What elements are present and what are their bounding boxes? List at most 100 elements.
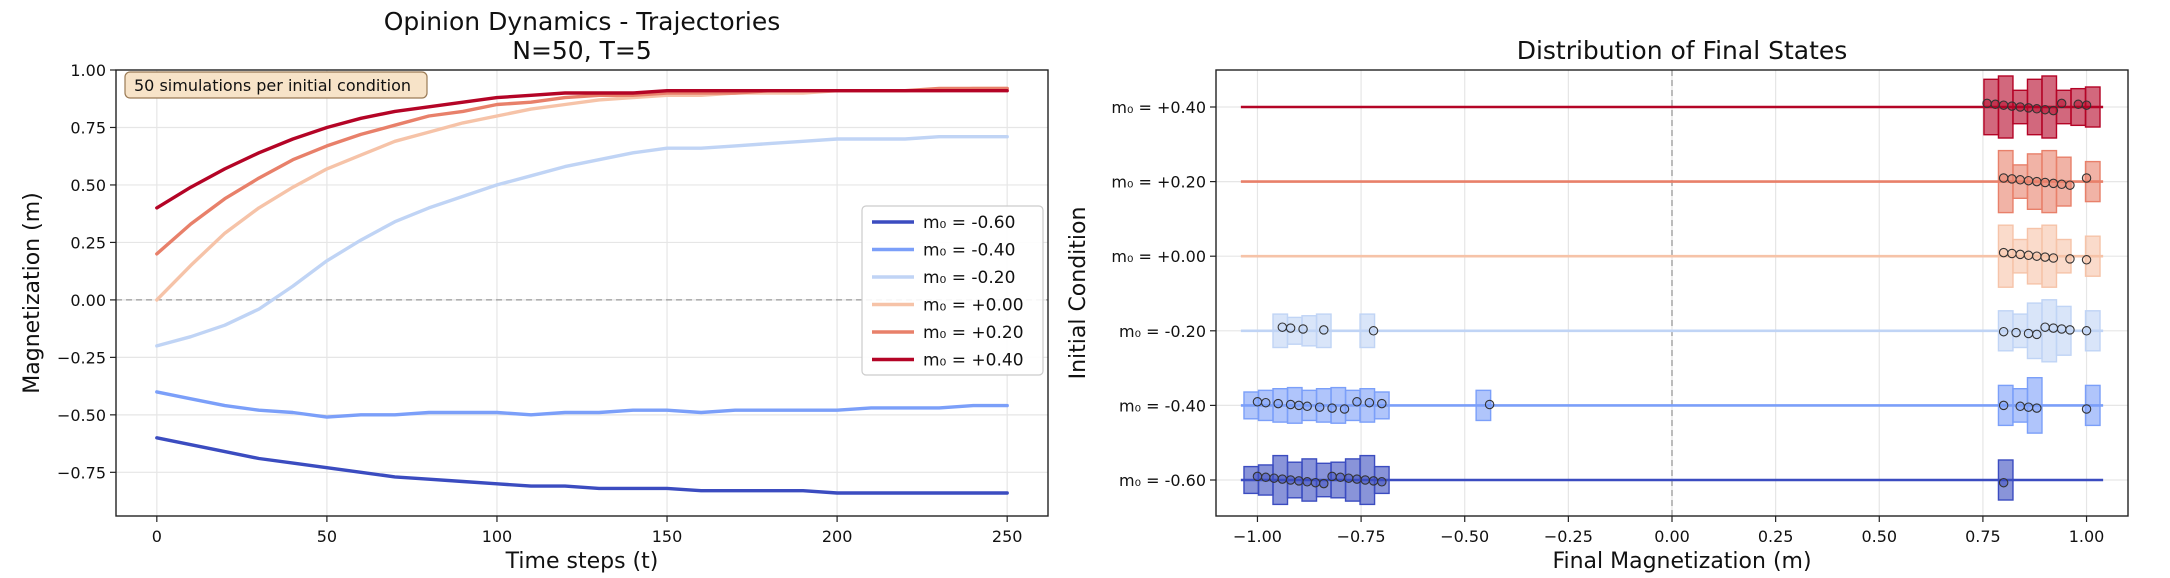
right-grid [1216, 70, 2128, 516]
row-point-2 [2065, 254, 2075, 264]
left-y-tick-label: 0.25 [70, 233, 106, 252]
series-line-1 [155, 390, 1009, 419]
right-y-axis-label: Initial Condition [1066, 207, 1091, 380]
row-point-5 [1285, 475, 1296, 485]
series-line-5 [155, 88, 1009, 210]
row-point-4 [1302, 401, 1312, 412]
row-point-5 [1327, 471, 1337, 482]
left-y-axis-label: Magnetization (m) [20, 192, 45, 393]
row-point-4 [1484, 399, 1495, 410]
row-point-3 [1368, 326, 1379, 336]
row-point-3 [2048, 323, 2059, 333]
row-point-2 [2081, 255, 2092, 265]
row-point-3 [2023, 328, 2034, 339]
row-point-1 [2015, 175, 2025, 185]
row-point-1 [2032, 176, 2042, 187]
left-y-tick-label: −0.50 [57, 406, 106, 425]
left-axes-frame [115, 69, 1049, 517]
row-point-2 [2040, 252, 2050, 262]
row-point-4 [1273, 398, 1283, 409]
row-point-5 [1368, 476, 1379, 486]
series-line-2 [155, 134, 1009, 348]
row-point-0 [2007, 101, 2017, 111]
row-point-4 [1352, 397, 1362, 407]
row-point-5 [1319, 478, 1329, 489]
legend-label-5: m₀ = +0.40 [923, 351, 1024, 371]
row-group-0 [1240, 75, 2104, 139]
row-point-4 [1327, 403, 1337, 413]
row-point-1 [2007, 174, 2017, 184]
row-point-4 [1285, 399, 1296, 410]
left-y-tick-label: −0.75 [57, 463, 106, 482]
row-point-2 [2015, 249, 2025, 260]
legend-label-1: m₀ = -0.40 [923, 241, 1015, 261]
right-x-axis-label: Final Magnetization (m) [1552, 549, 1811, 574]
row-point-2 [2023, 250, 2034, 261]
left-x-tick-label: 250 [992, 527, 1023, 546]
row-point-3 [2040, 322, 2050, 332]
left-x-tick-label: 0 [152, 527, 162, 546]
right-x-tick-label: −0.50 [1440, 527, 1489, 546]
right-y-tick-label: m₀ = -0.60 [1119, 471, 1206, 490]
left-y-tick-label: 0.00 [70, 291, 106, 310]
right-x-tick-label: 0.25 [1758, 527, 1794, 546]
row-point-1 [2023, 175, 2034, 186]
row-point-5 [1343, 473, 1354, 483]
row-point-0 [1998, 100, 2009, 110]
right-x-tick-label: −0.75 [1337, 527, 1386, 546]
annotation-box-bg [124, 71, 428, 99]
row-point-3 [2011, 327, 2021, 338]
left-x-tick-label: 200 [822, 527, 853, 546]
trajectories-chart: Opinion Dynamics - Trajectories N=50, T=… [20, 7, 1049, 574]
row-point-5 [1260, 472, 1271, 483]
right-y-tick-label: m₀ = +0.40 [1111, 98, 1206, 117]
left-y-tick-label: 0.50 [70, 176, 106, 195]
row-point-4 [1294, 400, 1304, 411]
right-y-tick-label: m₀ = -0.20 [1119, 322, 1206, 341]
series-line-0 [155, 436, 1009, 495]
row-point-4 [1377, 398, 1387, 409]
left-x-tick-label: 100 [482, 527, 513, 546]
row-point-0 [1990, 99, 2001, 110]
legend-label-3: m₀ = +0.00 [923, 296, 1024, 316]
row-point-2 [2048, 253, 2059, 263]
right-rows [1240, 75, 2104, 506]
left-x-ticks: 0 50 100 150 200 250 [152, 516, 1023, 546]
row-point-0 [1982, 98, 1992, 109]
row-point-0 [2081, 100, 2092, 110]
row-group-5 [1240, 454, 2104, 506]
row-group-2 [1240, 224, 2104, 288]
left-x-axis-label: Time steps (t) [505, 549, 659, 574]
row-point-4 [1339, 404, 1350, 414]
annotation-text: 50 simulations per initial condition [134, 76, 411, 95]
right-y-tick-label: m₀ = +0.20 [1111, 173, 1206, 192]
right-y-tick-label: m₀ = +0.00 [1111, 247, 1206, 266]
row-point-4 [1260, 397, 1271, 408]
row-point-5 [1277, 474, 1288, 484]
row-point-4 [2015, 401, 2025, 412]
row-point-1 [2081, 173, 2092, 183]
right-x-tick-label: −1.00 [1233, 527, 1282, 546]
row-point-5 [1269, 473, 1279, 483]
left-x-tick-label: 50 [317, 527, 337, 546]
row-point-0 [2023, 103, 2034, 113]
row-point-1 [2065, 180, 2075, 190]
row-point-4 [2081, 404, 2092, 414]
row-point-1 [1998, 173, 2009, 183]
right-y-ticks: m₀ = +0.40 m₀ = +0.20 m₀ = +0.00 m₀ = -0.20… [1111, 98, 1216, 490]
right-y-tick-label: m₀ = -0.40 [1119, 396, 1206, 415]
row-point-4 [2032, 403, 2042, 413]
row-point-3 [1998, 326, 2009, 337]
row-point-3 [1319, 325, 1329, 335]
legend-label-4: m₀ = +0.20 [923, 323, 1024, 343]
row-point-4 [2023, 402, 2034, 412]
row-group-3 [1240, 299, 2104, 363]
left-y-tick-label: −0.25 [57, 348, 106, 367]
row-point-4 [1364, 397, 1375, 408]
row-point-3 [1298, 324, 1308, 334]
row-point-5 [1360, 475, 1370, 485]
left-title-line2: N=50, T=5 [512, 36, 651, 65]
right-title: Distribution of Final States [1517, 36, 1848, 65]
row-point-3 [2081, 326, 2092, 336]
